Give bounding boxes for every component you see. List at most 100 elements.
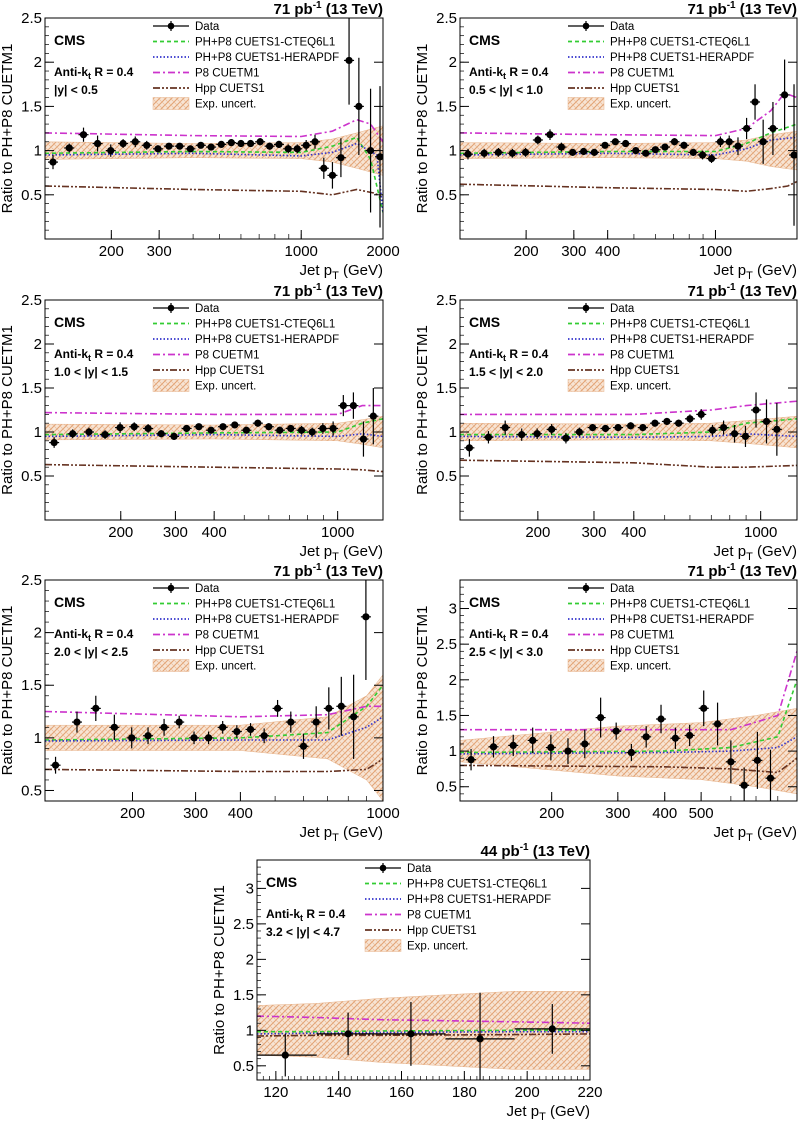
algo-label-main: Anti-k — [469, 627, 503, 641]
data-point — [639, 424, 647, 432]
x-tick-label: 200 — [120, 805, 145, 822]
x-axis-label-main: Jet p — [507, 1103, 540, 1120]
data-point — [144, 732, 152, 740]
y-tick-label: 1.5 — [436, 380, 457, 397]
data-point — [700, 704, 708, 712]
y-axis-label: Ratio to PH+P8 CUETM1 — [414, 325, 431, 495]
data-point — [51, 761, 60, 769]
data-point — [320, 164, 328, 172]
data-point — [276, 426, 284, 434]
chart-panel-7: 0.5 1 1.5 2 2.5 3 120 140 160 180 200 220 Jet pT (Ge… — [211, 842, 603, 1123]
x-axis-label: Jet pT (GeV) — [714, 543, 797, 563]
y-tick-label: 1.5 — [436, 98, 457, 115]
data-point — [344, 1030, 352, 1038]
legend-label-hpp: Hpp CUETS1 — [610, 83, 680, 95]
data-point — [661, 143, 669, 151]
data-point — [302, 141, 310, 149]
lumi-title: 71 pb-1 (13 TeV) — [274, 282, 384, 300]
y-axis-label: Ratio to PH+P8 CUETM1 — [414, 44, 431, 214]
legend-label-hera: PH+P8 CUETS1-HERAPDF — [610, 52, 754, 64]
data-point — [93, 139, 102, 148]
series-line-p8 — [45, 404, 383, 416]
data-point — [509, 741, 517, 749]
data-point — [753, 756, 762, 764]
data-point — [547, 743, 555, 752]
series-line-hpp — [460, 180, 797, 193]
legend-label-p8: P8 CUETM1 — [610, 350, 675, 362]
data-point — [588, 424, 597, 432]
data-point — [752, 406, 760, 414]
lumi-energy: (13 TeV) — [322, 1, 383, 18]
y-axis-label: Ratio to PH+P8 CUETM1 — [0, 44, 16, 214]
x-tick-label: 1000 — [744, 524, 777, 541]
data-point — [227, 139, 235, 147]
cms-label: CMS — [54, 314, 85, 330]
data-point — [242, 426, 250, 434]
series-line-p8 — [257, 1015, 590, 1024]
rapidity-label: 3.2 < |y| < 4.7 — [266, 925, 340, 939]
data-point — [533, 430, 541, 438]
data-point — [671, 734, 679, 742]
legend-label-data: Data — [610, 583, 635, 595]
lumi-energy: (13 TeV) — [736, 563, 797, 580]
legend-swatch-data-marker — [167, 304, 175, 312]
legend-label-hpp: Hpp CUETS1 — [195, 365, 265, 377]
y-tick-label: 0.5 — [21, 782, 42, 799]
data-point — [362, 613, 370, 621]
y-tick-label: 1.5 — [21, 380, 42, 397]
algo-label-main: Anti-k — [469, 347, 503, 361]
legend-label-cteq: PH+P8 CUETS1-CTEQ6L1 — [195, 599, 335, 611]
x-axis-label-unit: (GeV) — [546, 1103, 590, 1120]
y-tick-label: 1 — [449, 743, 457, 760]
rapidity-label: 2.5 < |y| < 3.0 — [469, 645, 543, 659]
data-point — [632, 147, 640, 155]
lumi-sup: -1 — [313, 282, 322, 293]
data-point — [254, 419, 262, 427]
data-point — [698, 151, 707, 159]
chart-panel-3: 0.5 1 1.5 2 2.5 200 300 400 1000 Jet pT (GeV) Rati… — [0, 282, 384, 563]
y-tick-label: 0.5 — [436, 779, 457, 796]
data-point — [741, 432, 750, 440]
data-point — [219, 423, 227, 431]
data-point — [680, 141, 688, 149]
y-tick-label: 2.5 — [436, 636, 457, 653]
data-point — [730, 430, 739, 438]
series-line-hpp — [45, 758, 383, 773]
legend-label-data: Data — [610, 21, 635, 33]
data-point — [325, 704, 333, 712]
x-axis-label-sub: T — [332, 832, 339, 844]
x-tick-label: 160 — [389, 1084, 414, 1101]
y-tick-label: 1 — [449, 143, 457, 160]
series-line-p8 — [45, 118, 383, 143]
data-point — [154, 145, 162, 153]
plot-area — [460, 651, 797, 801]
y-tick-label: 3 — [246, 880, 254, 897]
data-point — [769, 124, 777, 133]
data-point — [350, 713, 358, 721]
data-point — [534, 136, 542, 144]
data-point — [464, 150, 472, 158]
x-axis-label-unit: (GeV) — [753, 543, 797, 560]
data-point — [79, 131, 88, 139]
lumi-title: 71 pb-1 (13 TeV) — [274, 562, 384, 580]
x-axis-label-sub: T — [746, 832, 753, 844]
data-point — [369, 412, 377, 420]
data-point — [101, 431, 109, 439]
legend-label-data: Data — [610, 303, 635, 315]
x-tick-label: 300 — [147, 243, 172, 260]
x-tick-label: 400 — [202, 524, 227, 541]
algo-label: Anti-kt R = 0.4 — [469, 347, 549, 363]
legend-label-p8: P8 CUETM1 — [195, 68, 260, 80]
cms-label: CMS — [54, 594, 85, 610]
data-point — [287, 718, 295, 726]
data-point — [110, 723, 118, 731]
data-point — [337, 702, 345, 710]
legend-label-unc: Exp. uncert. — [610, 381, 671, 393]
lumi-value: 71 pb — [274, 563, 313, 580]
algo-label-rest: R = 0.4 — [506, 65, 549, 79]
data-point — [597, 713, 605, 722]
data-point — [529, 736, 537, 745]
data-point — [686, 415, 694, 423]
legend-swatch-data-marker — [379, 864, 387, 872]
data-point — [686, 731, 694, 740]
